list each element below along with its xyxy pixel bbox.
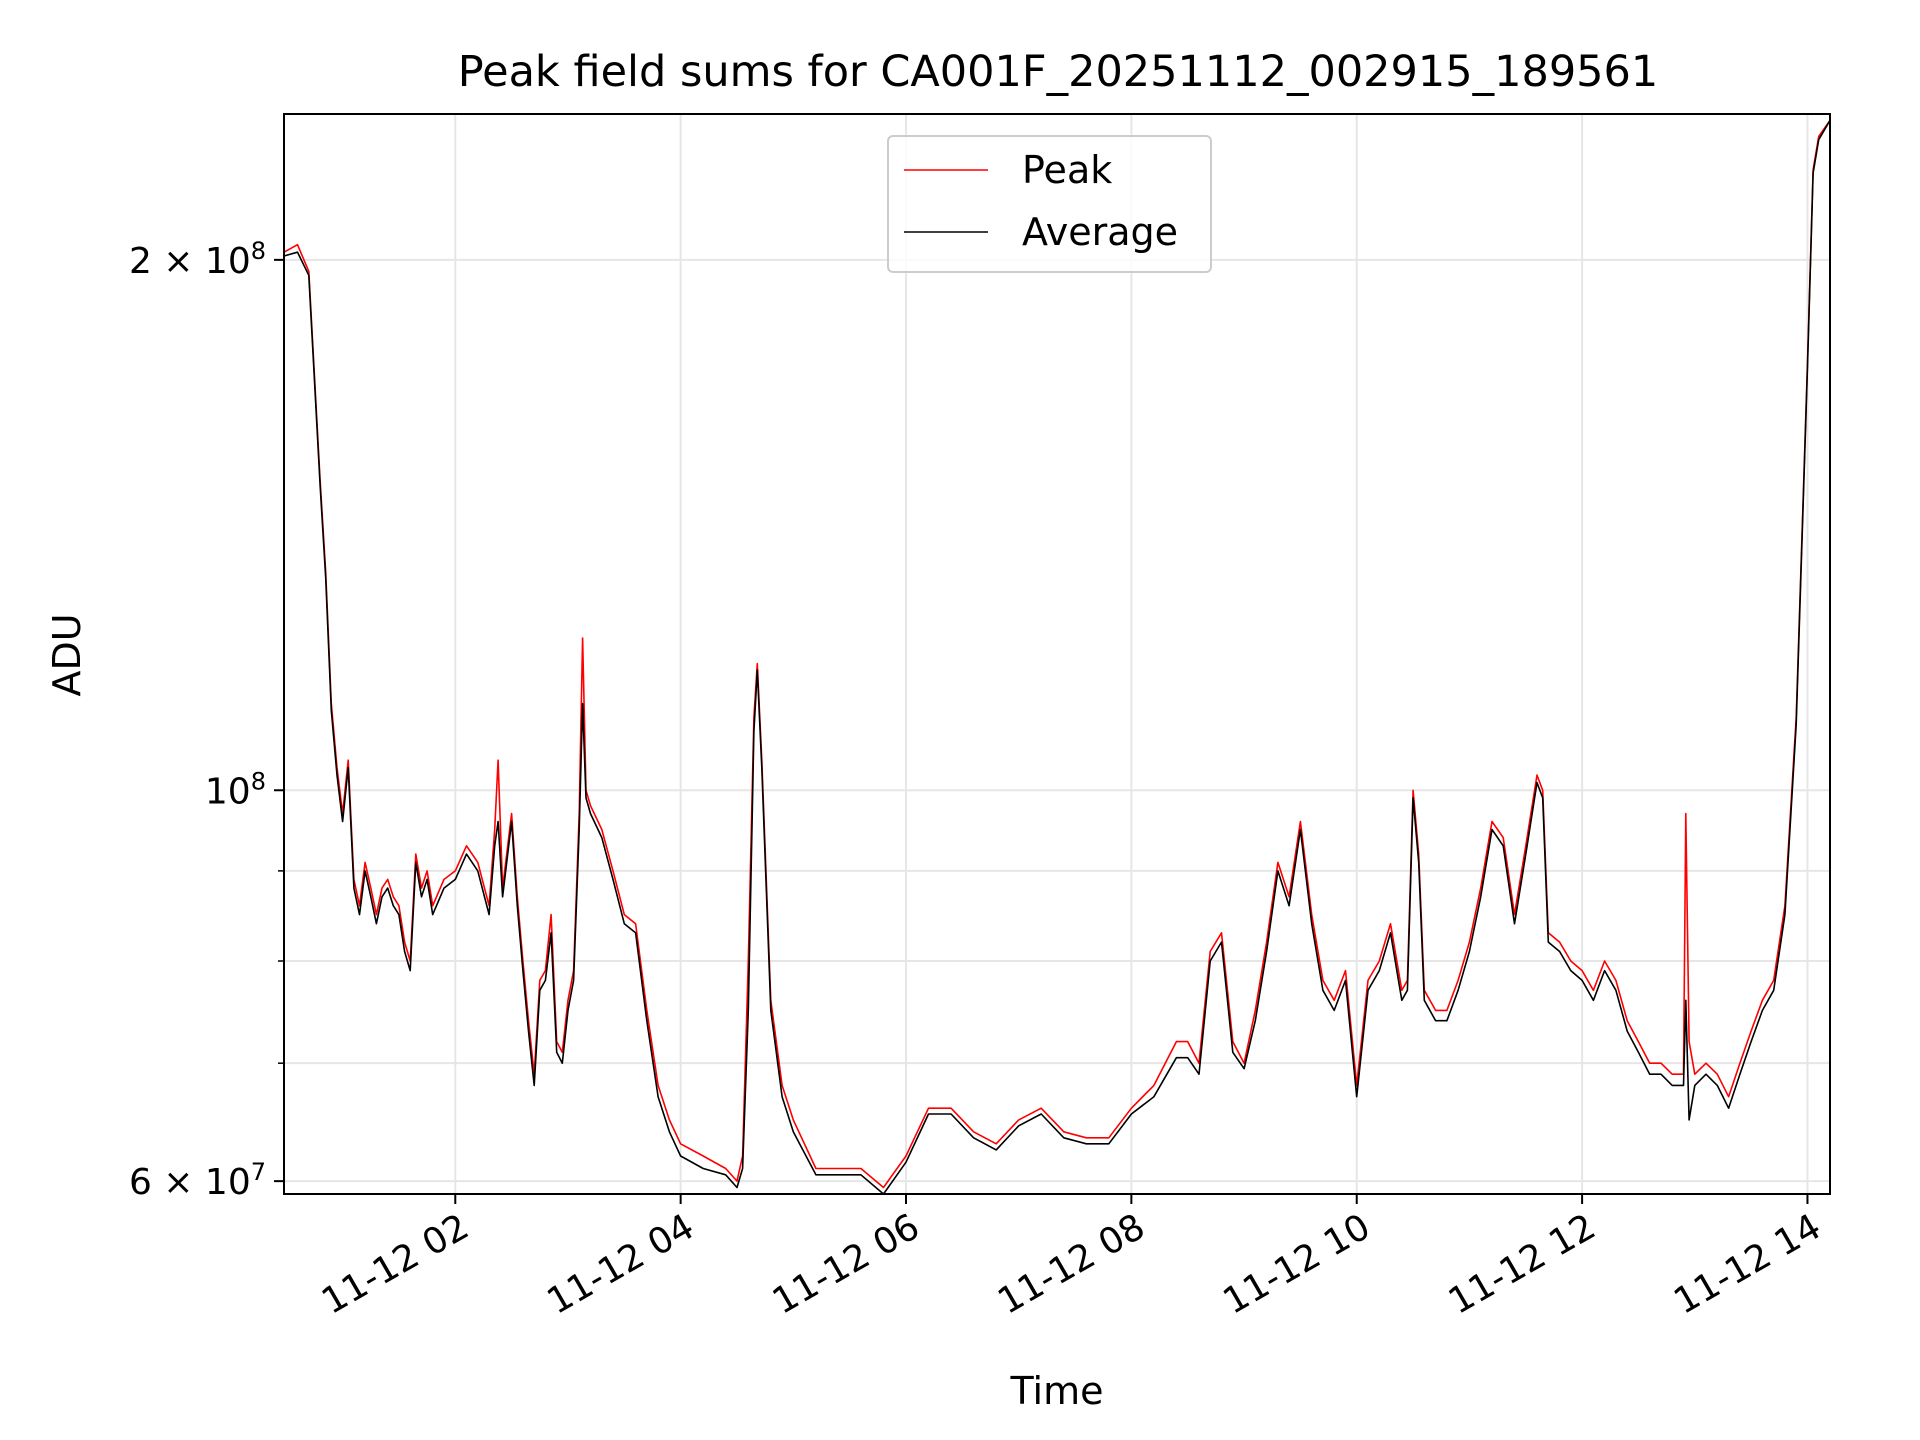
y-tick-label: 6 × 107 — [129, 1158, 266, 1203]
legend: Peak Average — [887, 135, 1212, 273]
x-axis-label: Time — [1010, 1369, 1104, 1413]
grid — [284, 114, 1830, 1194]
series-layer — [283, 119, 1831, 1195]
chart-title: Peak field sums for CA001F_20251112_0029… — [458, 47, 1659, 97]
y-axis: 6 × 107 108 2 × 108 — [129, 237, 284, 1203]
series-line-average — [283, 119, 1831, 1195]
series-line-peak — [283, 119, 1831, 1189]
y-tick-label: 2 × 108 — [129, 237, 266, 282]
y-tick-label: 108 — [205, 767, 266, 812]
legend-label-peak: Peak — [1022, 148, 1112, 192]
legend-label-average: Average — [1022, 210, 1178, 254]
y-axis-label: ADU — [45, 613, 89, 696]
plot-frame — [283, 113, 1831, 1195]
